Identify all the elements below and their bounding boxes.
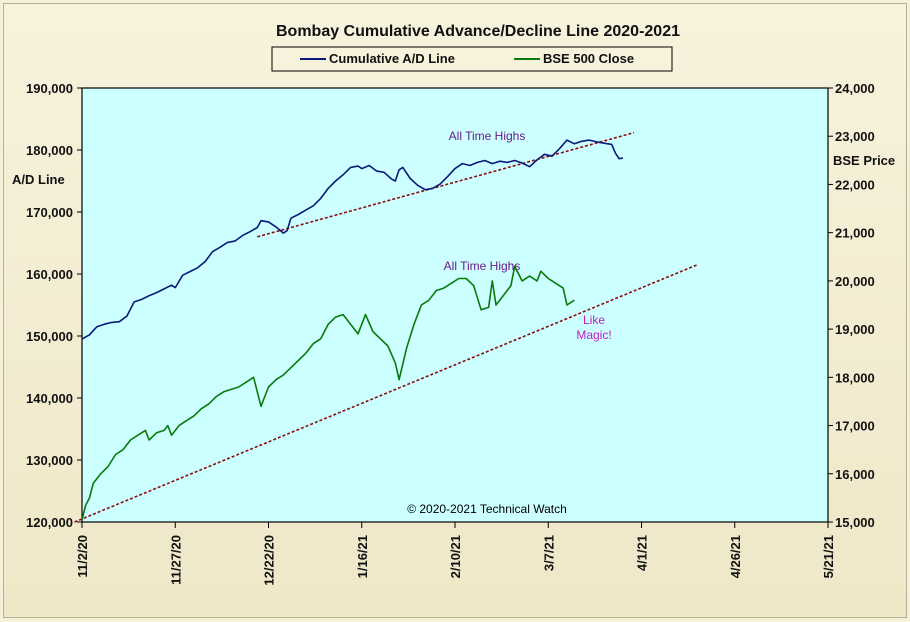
legend-box [271,46,673,72]
right-tick-label: 19,000 [835,322,875,337]
legend: Cumulative A/D Line BSE 500 Close [271,46,673,72]
x-axis: 11/2/20 11/27/20 12/22/20 1/16/21 2/10/21 3/7… [75,522,836,586]
right-axis: 15,000 16,000 17,000 18,000 19,000 20,000 21,0… [828,81,875,530]
left-tick-label: 170,000 [26,205,73,220]
chart-frame: Bombay Cumulative Advance/Decline Line 2… [3,3,907,618]
x-tick-label: 11/2/20 [75,535,90,578]
right-tick-label: 23,000 [835,129,875,144]
annotation-ad-ath: All Time Highs [449,129,526,143]
trendline-2 [74,263,698,523]
annotation-like: Like [583,313,605,327]
right-tick-label: 16,000 [835,467,875,482]
right-tick-label: 21,000 [835,226,875,241]
left-axis: 120,000 130,000 140,000 150,000 160,000 170,0… [26,81,82,530]
annotation-bse-ath: All Time Highs [444,259,521,273]
right-axis-label: BSE Price [833,153,895,168]
trendline-1 [257,131,635,238]
annotation-magic: Magic! [576,328,611,342]
series-line-cumulative-a-d-line [81,139,624,340]
x-tick-label: 5/21/21 [821,535,836,578]
left-axis-label: A/D Line [12,172,65,187]
left-tick-label: 180,000 [26,143,73,158]
chart-svg: Bombay Cumulative Advance/Decline Line 2… [12,23,895,586]
right-tick-label: 20,000 [835,274,875,289]
legend-label-ad: Cumulative A/D Line [329,51,455,66]
left-tick-label: 160,000 [26,267,73,282]
series-line-bse-500-close [81,265,575,520]
right-tick-label: 15,000 [835,515,875,530]
x-tick-label: 1/16/21 [355,535,370,578]
left-tick-label: 120,000 [26,515,73,530]
plot-area [81,87,829,523]
x-tick-label: 4/26/21 [728,535,743,578]
x-tick-label: 3/7/21 [541,535,556,571]
trendlines [74,131,698,523]
left-tick-label: 140,000 [26,391,73,406]
left-tick-label: 130,000 [26,453,73,468]
right-tick-label: 17,000 [835,419,875,434]
left-tick-label: 190,000 [26,81,73,96]
right-tick-label: 18,000 [835,370,875,385]
series [81,139,624,520]
x-tick-label: 2/10/21 [448,535,463,578]
copyright-note: © 2020-2021 Technical Watch [407,502,567,516]
x-tick-label: 4/1/21 [635,535,650,571]
legend-label-bse: BSE 500 Close [543,51,634,66]
left-tick-label: 150,000 [26,329,73,344]
x-tick-label: 12/22/20 [262,535,277,586]
right-tick-label: 22,000 [835,177,875,192]
chart-title: Bombay Cumulative Advance/Decline Line 2… [276,23,680,40]
right-tick-label: 24,000 [835,81,875,96]
x-tick-label: 11/27/20 [168,535,183,585]
